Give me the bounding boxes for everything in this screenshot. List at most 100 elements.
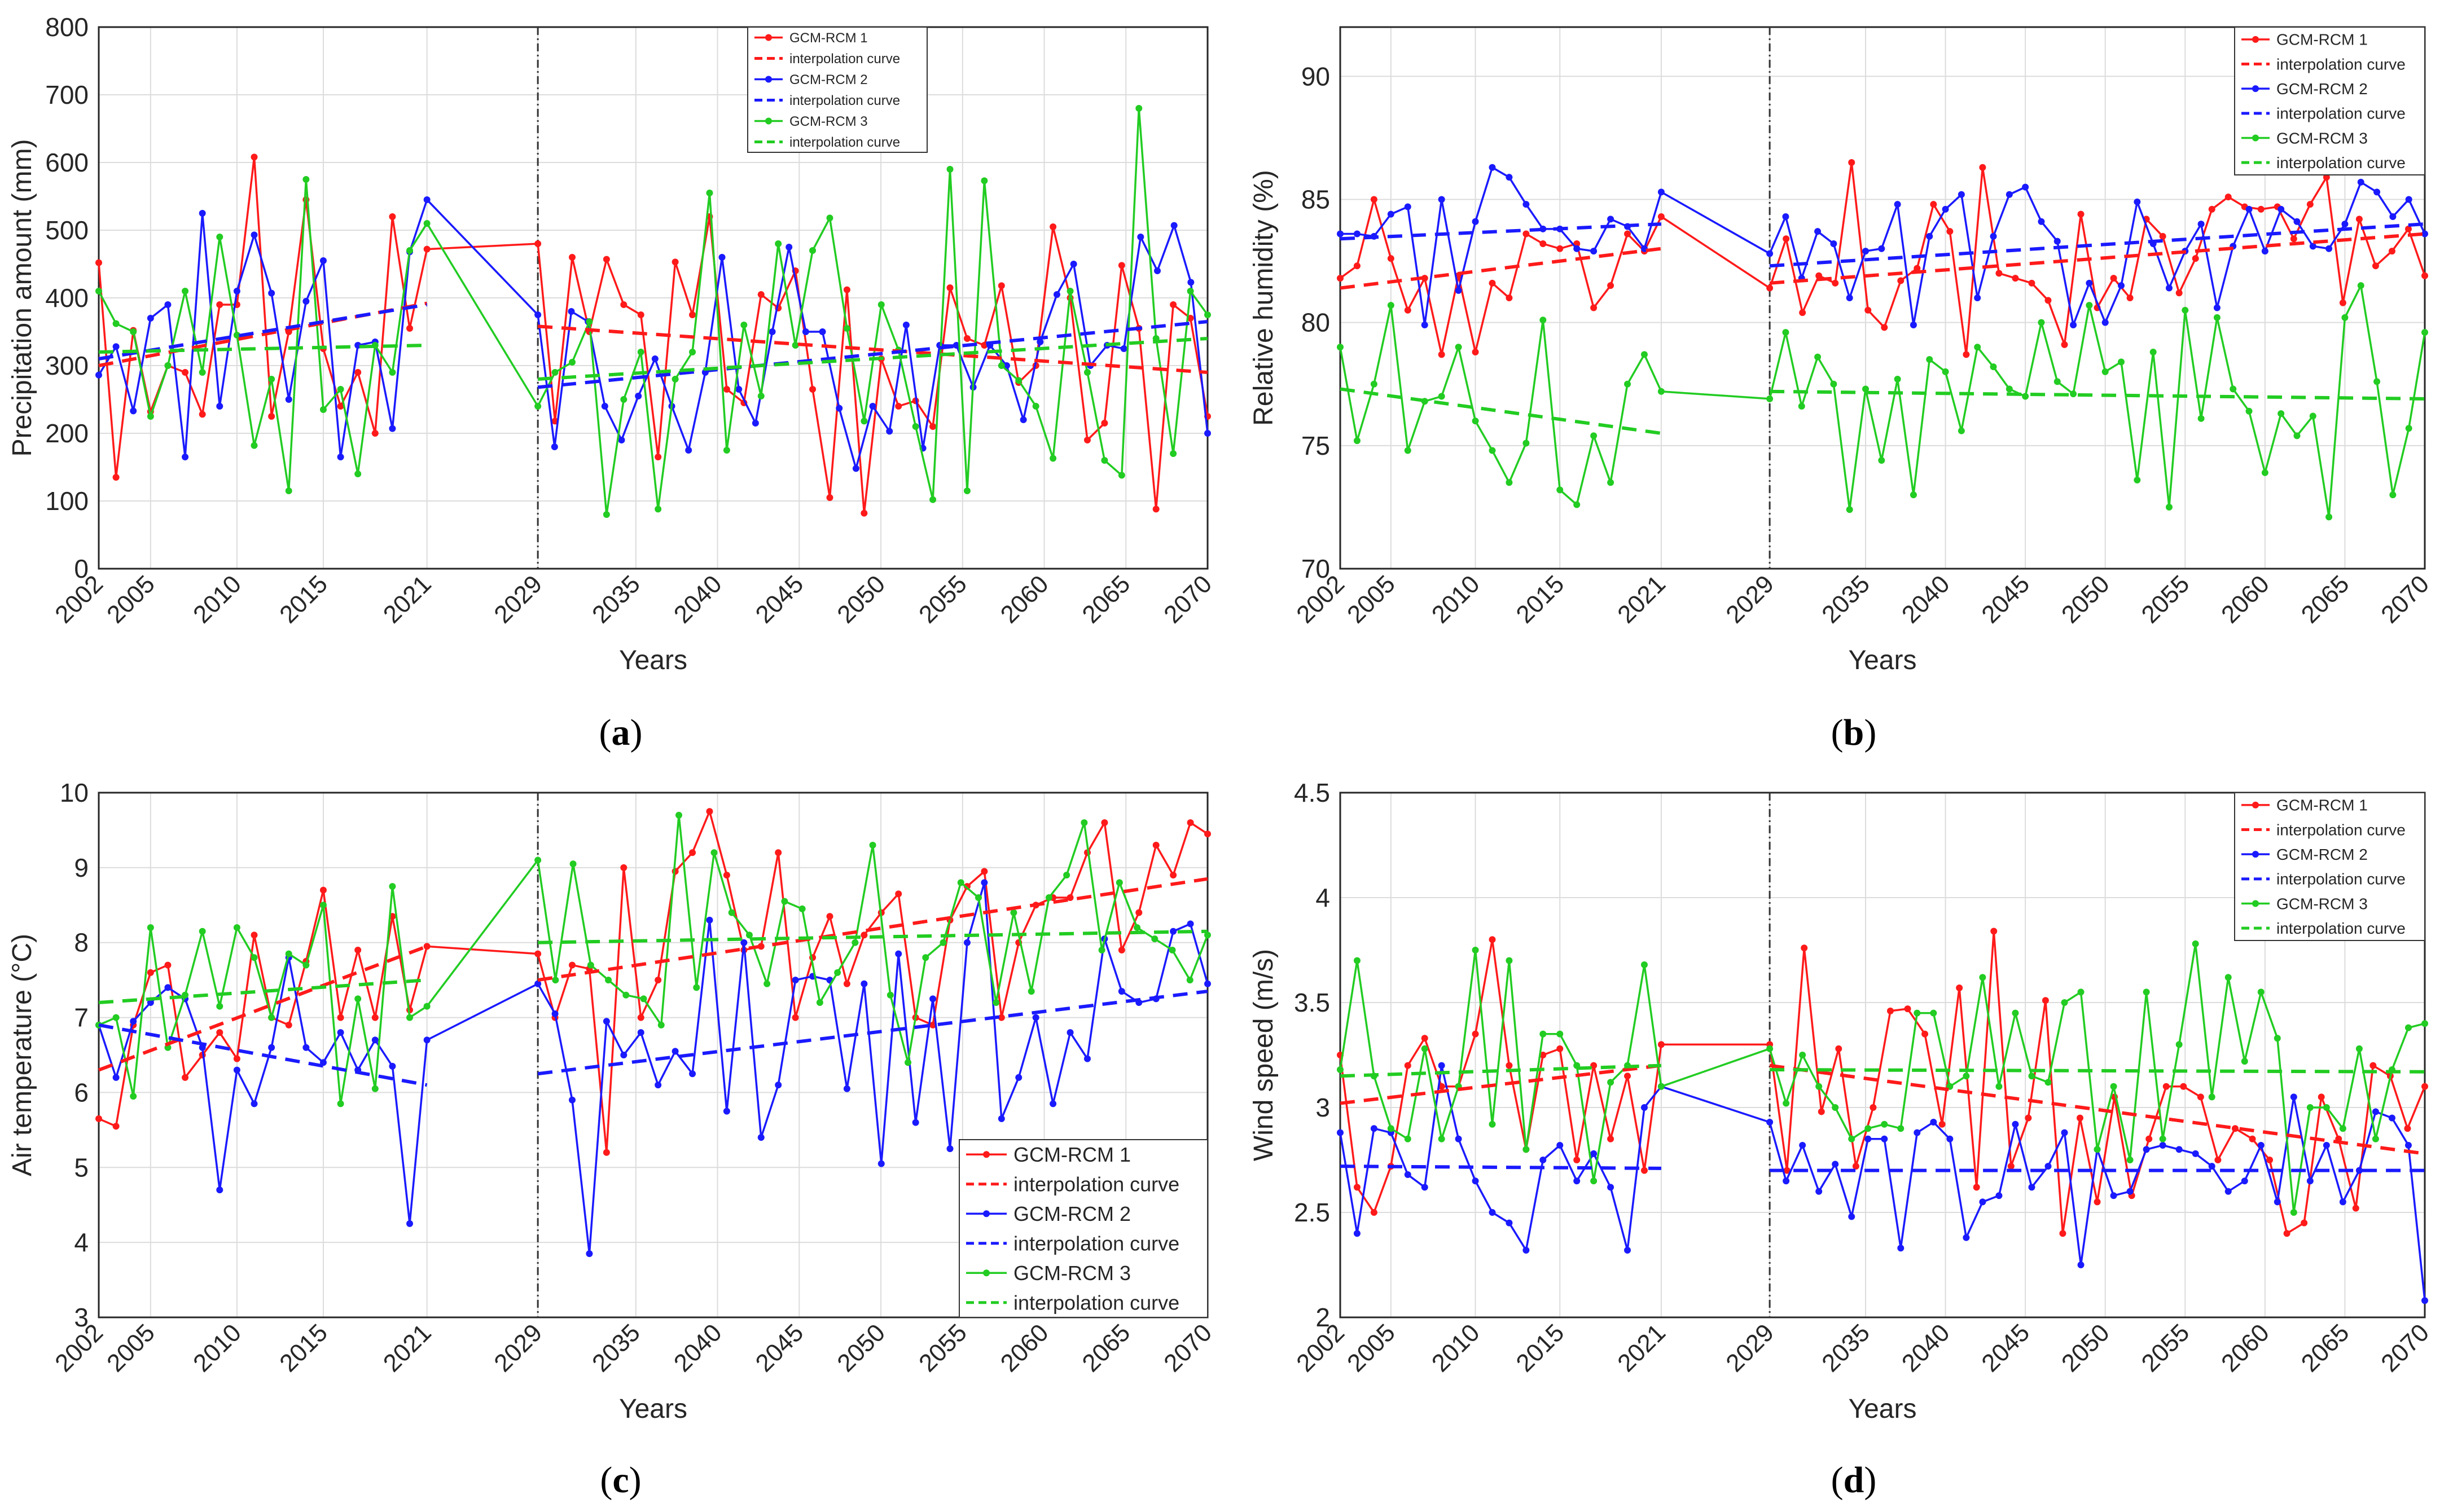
data-point-model-3 (1607, 479, 1614, 486)
data-point-model-2 (1438, 196, 1445, 203)
y-tick-label: 9 (74, 853, 89, 882)
x-tick-label: 2015 (1511, 1318, 1569, 1377)
data-point-model-2 (1894, 201, 1901, 208)
y-tick-label: 300 (45, 351, 89, 380)
data-point-model-2 (655, 1082, 662, 1089)
x-tick-label: 2040 (1897, 1318, 1955, 1377)
x-tick-label: 2005 (1342, 570, 1401, 628)
data-point-model-1 (1624, 1073, 1631, 1080)
x-axis-label: Years (1849, 645, 1917, 675)
data-point-model-3 (603, 511, 610, 518)
x-tick-label: 2029 (1721, 570, 1779, 628)
data-point-model-3 (1045, 894, 1052, 901)
data-point-model-1 (1818, 1108, 1825, 1115)
data-point-model-3 (587, 961, 594, 969)
data-point-model-1 (1897, 277, 1905, 284)
legend-label: interpolation curve (2276, 871, 2406, 888)
y-tick-label: 3.5 (1294, 988, 1330, 1017)
legend-label: GCM-RCM 1 (2276, 31, 2368, 49)
data-point-model-1 (1995, 270, 2003, 277)
data-point-model-3 (1590, 1177, 1598, 1185)
data-point-model-1 (216, 1029, 223, 1036)
data-point-model-3 (1101, 457, 1108, 464)
y-tick-label: 7 (74, 1003, 89, 1032)
data-point-model-3 (302, 961, 310, 969)
legend-label: GCM-RCM 3 (2276, 895, 2368, 912)
data-point-model-3 (1974, 344, 1981, 351)
data-point-model-3 (1472, 417, 1479, 425)
trend-line-hist-model-3 (98, 344, 427, 354)
data-point-model-1 (1783, 235, 1790, 243)
data-point-model-3 (672, 376, 679, 383)
data-point-model-3 (2165, 503, 2173, 511)
data-point-model-2 (1337, 1129, 1344, 1136)
data-point-model-1 (2110, 275, 2117, 282)
data-point-model-2 (1946, 1135, 1954, 1142)
data-point-model-3 (1766, 395, 1774, 402)
data-point-model-1 (182, 1074, 189, 1081)
data-point-model-3 (2278, 410, 2285, 417)
data-point-model-2 (423, 196, 431, 203)
data-point-model-2 (769, 328, 776, 335)
data-point-model-2 (2421, 230, 2428, 238)
data-point-model-1 (1353, 262, 1361, 270)
data-point-model-1 (1152, 842, 1160, 849)
data-point-model-3 (1766, 1045, 1774, 1052)
x-tick-label: 2050 (832, 570, 890, 628)
data-point-model-3 (2086, 302, 2093, 309)
data-point-model-2 (757, 1134, 765, 1141)
data-point-model-1 (423, 245, 431, 253)
data-point-model-2 (1337, 230, 1344, 238)
data-point-model-1 (1522, 230, 1530, 238)
x-tick-label: 2040 (669, 570, 727, 628)
data-point-model-1 (354, 947, 362, 953)
data-point-model-2 (1539, 1157, 1547, 1163)
y-tick-label: 85 (1301, 184, 1330, 214)
data-point-model-3 (657, 1021, 665, 1028)
panel-letter: (a) (599, 712, 643, 753)
data-point-model-1 (2421, 1083, 2428, 1090)
data-point-model-2 (2404, 1141, 2412, 1149)
data-point-model-3 (605, 977, 612, 984)
y-tick-label: 100 (45, 486, 89, 516)
data-point-model-3 (2357, 282, 2364, 289)
legend-label: interpolation curve (1013, 1172, 1179, 1195)
x-tick-label: 2065 (1077, 1318, 1135, 1377)
data-point-model-1 (569, 961, 576, 969)
data-point-model-3 (1186, 977, 1193, 984)
data-point-model-3 (389, 369, 396, 376)
data-point-model-2 (423, 1036, 431, 1044)
data-point-model-1 (2421, 272, 2428, 279)
legend-label: interpolation curve (1013, 1232, 1179, 1255)
data-point-model-1 (1370, 1209, 1377, 1216)
x-tick-label: 2029 (489, 1318, 547, 1377)
data-point-model-3 (922, 954, 929, 961)
legend-label: interpolation curve (789, 51, 900, 67)
data-point-model-1 (423, 943, 431, 950)
data-point-model-3 (2245, 407, 2253, 415)
data-point-model-1 (2372, 262, 2379, 270)
legend-marker (983, 1210, 990, 1217)
plot-frame (1339, 26, 2426, 570)
data-point-model-3 (1370, 380, 1377, 388)
x-tick-label: 2060 (2216, 1318, 2275, 1377)
data-point-model-3 (2126, 1157, 2134, 1163)
data-point-model-3 (2372, 1135, 2379, 1142)
data-point-model-2 (1607, 1184, 1614, 1191)
data-point-model-1 (2318, 1093, 2325, 1101)
data-point-model-3 (1067, 288, 1074, 295)
legend-label: GCM-RCM 2 (1013, 1202, 1131, 1225)
data-point-model-3 (1353, 437, 1361, 445)
data-point-model-2 (1050, 1100, 1057, 1107)
data-point-model-3 (763, 980, 771, 987)
data-point-model-3 (2224, 974, 2232, 981)
data-point-model-1 (389, 213, 396, 220)
y-tick-label: 75 (1301, 431, 1330, 460)
data-point-model-3 (2118, 358, 2125, 366)
data-point-model-2 (1995, 1192, 2003, 1199)
x-tick-label: 2021 (378, 570, 437, 628)
data-point-model-3 (1169, 947, 1176, 953)
data-point-model-1 (1990, 928, 1998, 935)
data-point-model-2 (1083, 1055, 1091, 1062)
